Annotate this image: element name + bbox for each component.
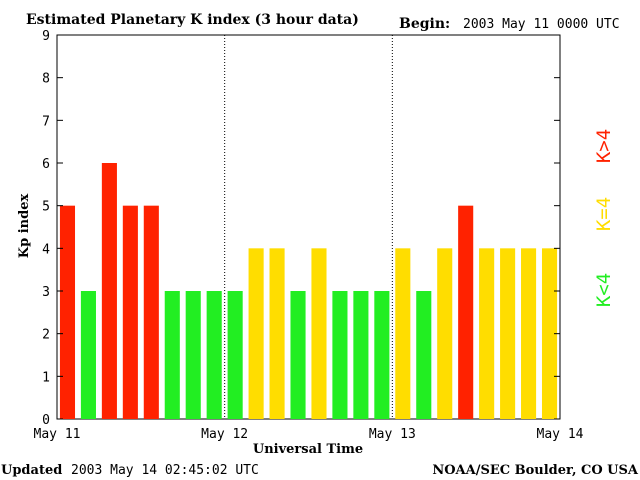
y-tick-label: 8 bbox=[42, 72, 50, 87]
updated-label: Updated bbox=[1, 463, 62, 478]
kp-bar bbox=[437, 248, 453, 419]
kp-bar bbox=[185, 291, 201, 419]
kp-bar bbox=[290, 291, 306, 419]
kp-bar bbox=[458, 205, 474, 419]
y-ticks-group: 0 1 2 3 4 5 6 7 8 9 bbox=[42, 29, 560, 428]
legend-entry: K<4 bbox=[593, 273, 615, 307]
plot-frame bbox=[56, 34, 561, 420]
kp-bar bbox=[122, 205, 138, 419]
bars-group bbox=[59, 163, 558, 419]
kp-bar bbox=[332, 291, 348, 419]
source-credit: NOAA/SEC Boulder, CO USA bbox=[432, 463, 639, 478]
kp-bar bbox=[374, 291, 390, 419]
kp-bar bbox=[227, 291, 243, 419]
y-tick-label: 0 bbox=[42, 413, 50, 428]
kp-bar bbox=[416, 291, 432, 419]
x-axis-label: Universal Time bbox=[253, 442, 363, 457]
kp-bar bbox=[80, 291, 96, 419]
legend-entry: K>4 bbox=[593, 129, 615, 163]
kp-bar bbox=[59, 205, 76, 419]
x-tick-label: May 14 bbox=[537, 427, 584, 442]
x-tick-label: May 12 bbox=[201, 427, 248, 442]
y-tick-label: 1 bbox=[42, 370, 50, 385]
x-tick-label: May 13 bbox=[369, 427, 416, 442]
kp-bar bbox=[541, 248, 558, 419]
kp-bar bbox=[164, 291, 180, 419]
kp-bar bbox=[101, 163, 117, 419]
y-tick-label: 6 bbox=[42, 157, 50, 172]
kp-bar bbox=[500, 248, 516, 419]
kp-bar bbox=[206, 291, 222, 419]
kp-bar bbox=[479, 248, 495, 419]
y-axis-label: Kp index bbox=[17, 194, 32, 259]
legend: K>4 K=4 K<4 bbox=[593, 129, 615, 307]
x-tick-label: May 11 bbox=[34, 427, 81, 442]
kp-bar bbox=[353, 291, 369, 419]
kp-bar bbox=[143, 205, 159, 419]
kp-bar bbox=[269, 248, 285, 419]
begin-label: Begin: bbox=[399, 16, 450, 32]
kp-bar bbox=[311, 248, 327, 419]
kp-bar bbox=[395, 248, 411, 419]
y-tick-label: 9 bbox=[42, 29, 50, 44]
chart-title: Estimated Planetary K index (3 hour data… bbox=[26, 12, 359, 28]
y-tick-label: 3 bbox=[42, 285, 50, 300]
y-tick-label: 2 bbox=[42, 328, 50, 343]
y-tick-label: 4 bbox=[42, 242, 50, 257]
x-ticks-group: May 11 May 12 May 13 May 14 bbox=[34, 427, 584, 442]
begin-value: 2003 May 11 0000 UTC bbox=[463, 17, 620, 32]
y-tick-label: 5 bbox=[42, 200, 50, 215]
updated-value: 2003 May 14 02:45:02 UTC bbox=[71, 463, 259, 478]
legend-entry: K=4 bbox=[593, 197, 615, 231]
kp-bar bbox=[248, 248, 264, 419]
y-tick-label: 7 bbox=[42, 114, 50, 129]
kp-bar bbox=[521, 248, 537, 419]
